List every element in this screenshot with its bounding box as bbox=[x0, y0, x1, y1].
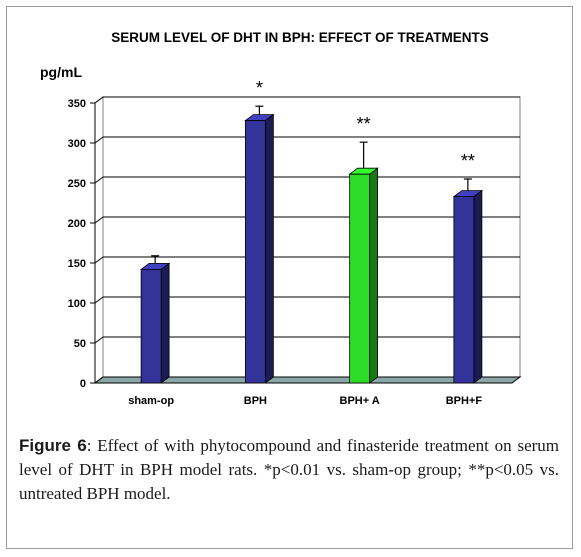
bar-side bbox=[264, 113, 274, 384]
labels-layer: 0 50 100 150 200 250 300 350 sham-op * BPH ** BPH+ A… bbox=[68, 78, 483, 407]
bar bbox=[140, 268, 162, 384]
bar-side bbox=[369, 167, 379, 384]
figure-caption: Figure 6: Effect of with phytocompound a… bbox=[19, 434, 559, 506]
y-tick-label: 50 bbox=[74, 338, 86, 350]
y-tick-label: 250 bbox=[68, 178, 86, 190]
y-tick-label: 300 bbox=[68, 138, 86, 150]
y-axis-label: pg/mL bbox=[40, 64, 82, 80]
gridline-diag bbox=[94, 256, 104, 264]
bar-side bbox=[160, 262, 170, 384]
gridline-diag bbox=[94, 216, 104, 224]
bar-side bbox=[473, 189, 483, 384]
figure-caption-text: : Effect of with phytocompound and finas… bbox=[19, 436, 559, 503]
gridline-diag bbox=[94, 176, 104, 184]
y-tick-label: 0 bbox=[80, 378, 86, 390]
y-tick-label: 150 bbox=[68, 258, 86, 270]
gridline-diag bbox=[94, 96, 104, 104]
significance-marker: * bbox=[256, 78, 263, 98]
plot-floor bbox=[93, 376, 522, 384]
bar-chart: SERUM LEVEL OF DHT IN BPH: EFFECT OF TRE… bbox=[40, 30, 522, 407]
bar bbox=[244, 120, 266, 384]
chart-title: SERUM LEVEL OF DHT IN BPH: EFFECT OF TRE… bbox=[111, 30, 489, 45]
bar bbox=[349, 173, 371, 384]
grid-layer bbox=[90, 96, 522, 384]
significance-marker: ** bbox=[357, 114, 371, 134]
x-tick-label: BPH+ A bbox=[340, 395, 380, 407]
figure-caption-label: Figure 6 bbox=[19, 436, 87, 455]
bar bbox=[453, 196, 475, 384]
significance-marker: ** bbox=[461, 151, 475, 171]
x-tick-label: BPH+F bbox=[446, 395, 483, 407]
x-tick-label: sham-op bbox=[128, 395, 174, 407]
gridline-diag bbox=[94, 136, 104, 144]
y-tick-label: 200 bbox=[68, 218, 86, 230]
gridline-diag bbox=[94, 296, 104, 304]
plot-back-wall bbox=[102, 96, 521, 378]
y-tick-label: 350 bbox=[68, 98, 86, 110]
x-tick-label: BPH bbox=[244, 395, 267, 407]
y-tick-label: 100 bbox=[68, 298, 86, 310]
bars-layer bbox=[139, 105, 484, 384]
gridline-diag bbox=[94, 336, 104, 344]
